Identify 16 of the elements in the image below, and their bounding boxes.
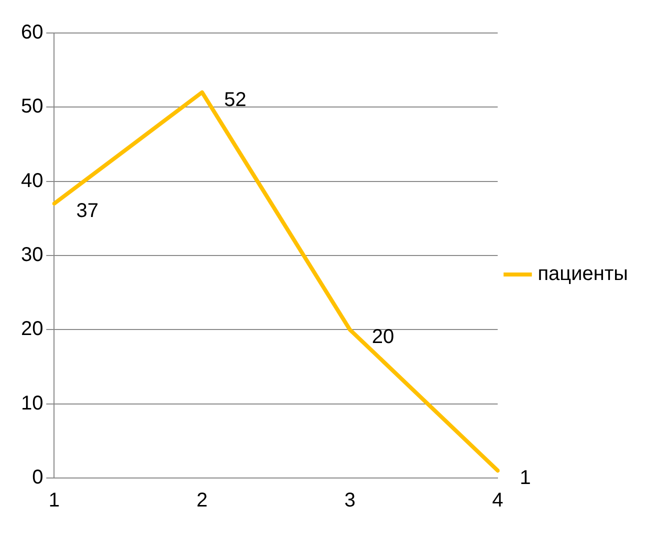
data-label: 52 [224,88,246,111]
x-tick-label: 2 [196,490,208,512]
y-tick-label: 50 [20,96,44,118]
y-tick-label: 20 [20,318,44,340]
legend-label: пациенты [538,263,628,286]
y-tick-label: 60 [20,22,44,44]
y-tick-label: 0 [32,466,44,489]
y-tick-label: 30 [20,244,44,266]
x-tick-label: 3 [344,490,356,512]
data-label: 1 [520,467,531,490]
x-tick-label: 4 [492,490,504,512]
y-tick-label: 10 [20,392,44,414]
x-tick-label: 1 [48,490,60,512]
data-label: 37 [76,200,98,222]
y-tick-label: 40 [20,170,44,192]
data-label: 20 [372,326,394,348]
